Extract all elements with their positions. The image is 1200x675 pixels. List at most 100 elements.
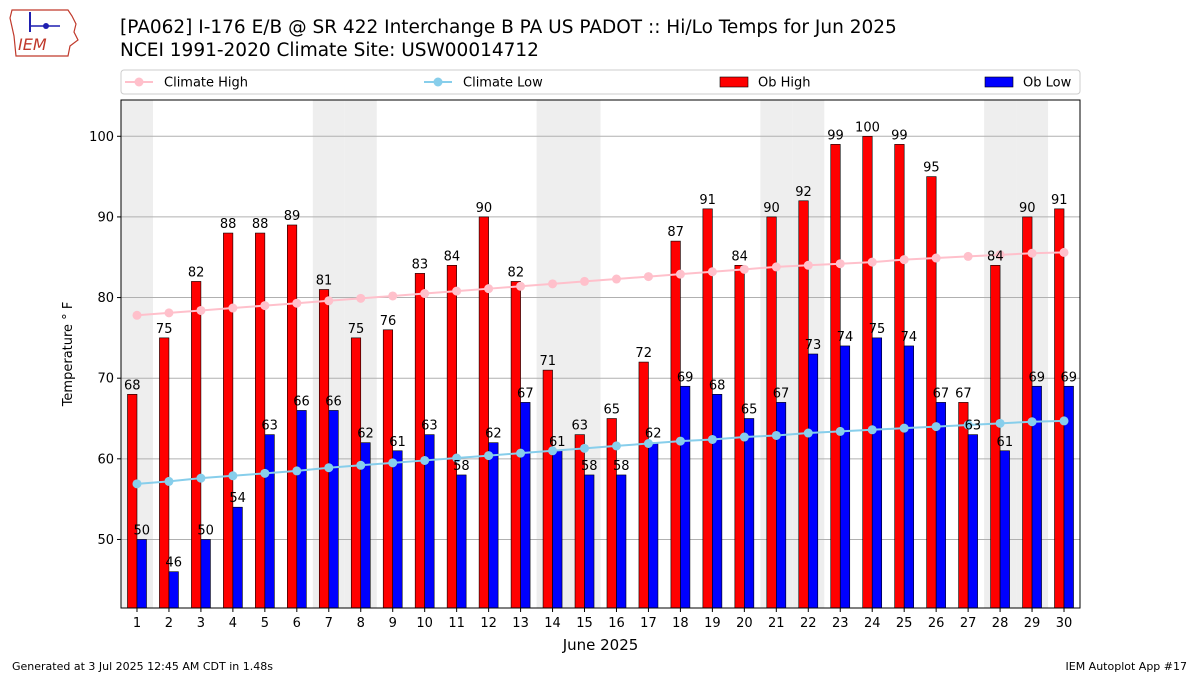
climate-high-point [803,260,813,270]
ob-low-label: 58 [453,459,470,474]
ob-low-bar [520,402,531,609]
ob-high-bar [510,281,521,609]
climate-low-point [580,443,590,453]
climate-low-point [707,434,717,444]
x-tick-label: 5 [261,616,269,631]
ob-high-label: 92 [795,185,812,200]
ob-low-label: 46 [165,556,182,571]
ob-high-label: 84 [731,249,748,264]
ob-low-label: 62 [357,427,374,442]
ob-low-bar [168,571,179,609]
x-tick-label: 28 [992,616,1009,631]
climate-high-point [516,281,526,291]
ob-low-label: 62 [485,427,502,442]
climate-high-point [1059,247,1069,257]
climate-low-point [1027,417,1037,427]
ob-high-label: 81 [316,273,333,288]
legend-label: Ob High [758,76,811,91]
ob-low-bar [584,474,595,609]
ob-high-bar [223,232,234,609]
climate-low-point [516,448,526,458]
chart-title-line-2: NCEI 1991-2020 Climate Site: USW00014712 [120,40,539,61]
ob-low-bar [680,385,691,609]
ob-low-label: 61 [549,435,566,450]
ob-low-label: 61 [997,435,1014,450]
generated-note: Generated at 3 Jul 2025 12:45 AM CDT in … [12,660,273,673]
ob-high-label: 67 [955,386,972,401]
climate-high-point [963,251,973,261]
ob-low-bar [264,434,275,609]
ob-high-bar [382,329,394,609]
legend-swatch-bar [719,76,749,88]
ob-high-bar [127,394,138,609]
climate-high-point [452,286,462,296]
climate-high-point [771,262,781,272]
ob-high-label: 84 [987,249,1004,264]
legend-label: Ob Low [1023,76,1072,91]
ob-low-bar [328,410,339,609]
ob-low-label: 67 [933,386,950,401]
ob-high-label: 99 [827,128,844,143]
climate-low-point [995,418,1005,428]
ob-high-bar [446,265,457,609]
x-tick-label: 14 [544,616,561,631]
legend-box [120,69,1081,95]
x-tick-label: 26 [928,616,945,631]
logo-text: IEM [18,35,47,54]
ob-low-label: 61 [389,435,406,450]
legend-swatch-bar [984,76,1014,88]
ob-high-label: 65 [603,403,620,418]
ob-low-label: 68 [709,378,726,393]
ob-high-bar [830,144,841,609]
ob-high-label: 82 [188,265,205,280]
legend-swatch-marker [433,77,443,87]
ob-high-label: 89 [284,209,301,224]
climate-high-point [611,274,621,284]
climate-low-point [867,425,877,435]
climate-low-point [388,458,398,468]
climate-low-point [675,436,685,446]
ob-low-bar [552,450,563,609]
legend-label: Climate Low [463,76,543,91]
ob-high-bar [414,273,425,609]
ob-high-label: 88 [220,217,237,232]
ob-low-bar [200,539,211,609]
climate-low-point [484,451,494,461]
ob-high-label: 90 [763,201,780,216]
legend: Climate High Climate Low Ob High Ob Low [120,69,1081,95]
ob-low-bar [712,394,723,609]
ob-high-bar [191,281,202,609]
ob-high-bar [287,224,298,609]
ob-low-label: 66 [325,394,342,409]
x-tick-label: 1 [133,616,141,631]
climate-lines [132,247,1069,489]
weekend-bands [121,100,1049,608]
ob-low-label: 63 [421,419,438,434]
climate-high-point [356,293,366,303]
ob-high-bar [1022,216,1033,609]
x-tick-label: 6 [293,616,301,631]
ob-low-bar [871,337,883,609]
ob-high-label: 82 [508,265,525,280]
x-tick-label: 23 [832,616,849,631]
data-labels: 68 50 75 46 82 50 88 54 88 63 89 66 81 66 75 62 76 61 83 63… [124,120,1077,570]
climate-low-point [324,463,334,473]
climate-high-point [995,250,1005,260]
climate-high-point [484,284,494,294]
ob-low-bar [488,442,499,609]
climate-low-point [835,426,845,436]
y-tick-label: 100 [89,130,114,145]
climate-high-point [292,298,302,308]
climate-low-point [292,466,302,476]
legend-label: Climate High [164,76,248,91]
ob-low-label: 54 [229,491,246,506]
ob-low-label: 63 [965,419,982,434]
climate-high-point [388,291,398,301]
x-axis-label: June 2025 [562,636,639,654]
climate-low-point [196,473,206,483]
x-tick-label: 22 [800,616,817,631]
climate-high-point [260,301,270,311]
ob-low-label: 65 [741,403,758,418]
